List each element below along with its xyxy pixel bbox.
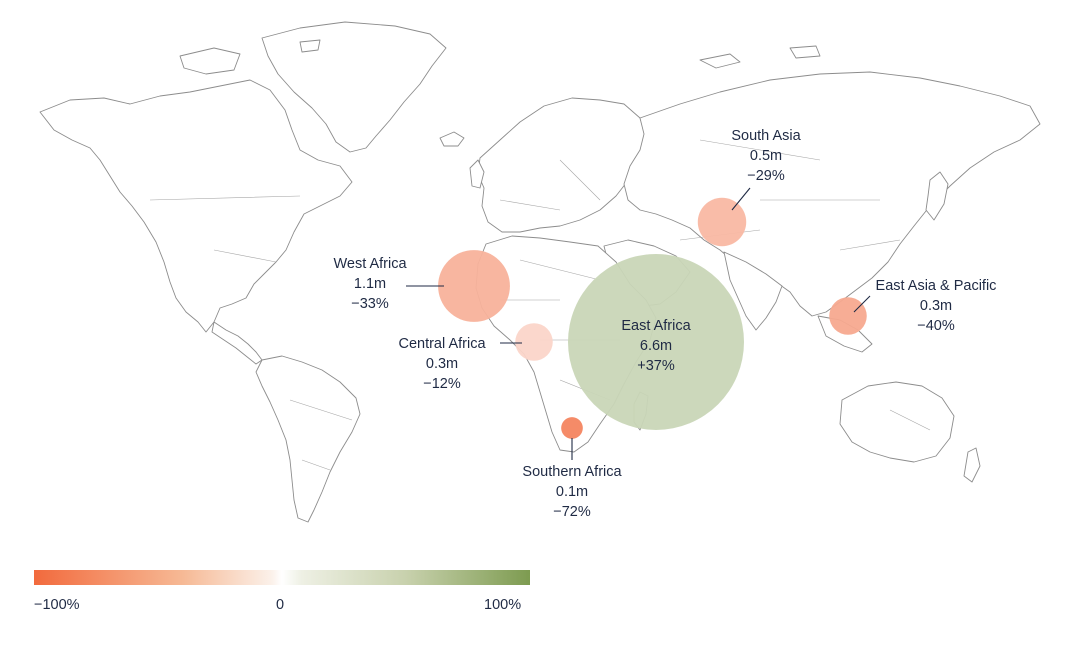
region-label-east-asia-pacific: East Asia & Pacific 0.3m −40% [853, 278, 997, 334]
region-label-east-africa: East Africa 6.6m +37% [621, 318, 691, 374]
australia-outline [839, 381, 955, 463]
region-name: Southern Africa [522, 464, 622, 480]
region-change: −72% [553, 504, 591, 520]
legend-mid-label: 0 [276, 597, 285, 613]
region-name: East Asia & Pacific [876, 278, 997, 294]
bubble-east-asia-pacific [829, 297, 867, 335]
region-change: −33% [351, 296, 389, 312]
india-outline [723, 251, 783, 331]
region-value: 0.3m [426, 356, 458, 372]
central-america-outline [211, 321, 263, 365]
region-change: −29% [747, 168, 785, 184]
arctic-islands-outline [179, 39, 821, 75]
new-zealand-outline [963, 447, 981, 483]
region-value: 0.1m [556, 484, 588, 500]
bubble-south-asia [697, 197, 747, 247]
leader-line [731, 187, 751, 211]
region-value: 1.1m [354, 276, 386, 292]
region-label-southern-africa: Southern Africa 0.1m −72% [522, 438, 623, 520]
bubble-central-africa [515, 323, 553, 361]
region-value: 0.3m [920, 298, 952, 314]
greenland-outline [261, 21, 447, 153]
legend-min-label: −100% [34, 597, 80, 613]
iceland-outline [439, 131, 465, 147]
north-america-outline [39, 79, 353, 333]
region-name: East Africa [621, 318, 691, 334]
color-scale-legend [34, 570, 530, 585]
region-label-west-africa: West Africa 1.1m −33% [333, 256, 444, 312]
region-label-south-asia: South Asia 0.5m −29% [731, 128, 802, 211]
leader-line [853, 295, 871, 313]
region-value: 6.6m [640, 338, 672, 354]
region-label-central-africa: Central Africa 0.3m −12% [398, 336, 522, 392]
bubble-east-africa [568, 254, 744, 430]
region-change: −12% [423, 376, 461, 392]
land-layer [39, 21, 1041, 523]
region-change: −40% [917, 318, 955, 334]
japan-outline [925, 171, 949, 221]
south-america-outline [255, 355, 361, 523]
europe-outline [477, 97, 647, 233]
region-name: Central Africa [398, 336, 486, 352]
bubble-southern-africa [561, 417, 583, 439]
bubble-west-africa [438, 250, 510, 322]
region-value: 0.5m [750, 148, 782, 164]
region-change: +37% [637, 358, 675, 374]
bubble-layer [438, 197, 867, 439]
region-name: South Asia [731, 128, 801, 144]
legend-max-label: 100% [484, 597, 522, 613]
region-name: West Africa [333, 256, 407, 272]
uk-outline [469, 159, 485, 189]
label-layer: West Africa 1.1m −33% Central Africa 0.3… [333, 128, 996, 520]
